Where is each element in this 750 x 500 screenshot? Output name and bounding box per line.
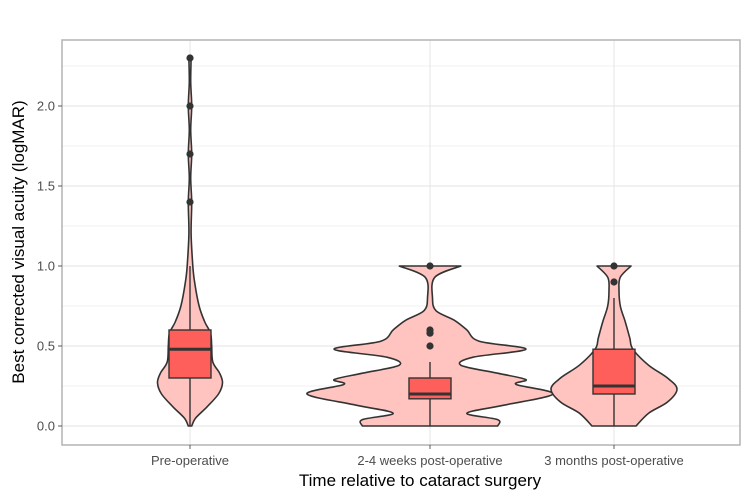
outlier-point — [426, 342, 434, 350]
box-iqr — [168, 329, 212, 379]
x-tick-label: 3 months post-operative — [544, 453, 683, 468]
y-tick-label: 0.0 — [37, 419, 55, 434]
y-tick-label: 2.0 — [37, 99, 55, 114]
y-axis-ticks: 0.0 0.5 1.0 1.5 2.0 — [37, 99, 62, 434]
violin-group-1 — [306, 262, 554, 427]
y-axis-title: Best corrected visual acuity (logMAR) — [9, 100, 28, 383]
x-tick-label: Pre-operative — [151, 453, 229, 468]
y-tick-label: 0.5 — [37, 339, 55, 354]
outlier-point — [426, 326, 434, 334]
outlier-point — [610, 278, 618, 286]
violin-layer — [156, 54, 678, 427]
outlier-point — [186, 198, 194, 206]
outlier-point — [186, 102, 194, 110]
outlier-point — [426, 262, 434, 270]
outlier-point — [610, 262, 618, 270]
violin-group-2 — [550, 262, 678, 427]
y-tick-label: 1.0 — [37, 259, 55, 274]
y-tick-label: 1.5 — [37, 179, 55, 194]
panel-border — [61, 39, 741, 446]
box-iqr — [408, 377, 452, 400]
outlier-point — [186, 150, 194, 158]
x-tick-label: 2-4 weeks post-operative — [357, 453, 502, 468]
x-axis-title: Time relative to cataract surgery — [299, 471, 542, 490]
outlier-point — [186, 54, 194, 62]
violin-group-0 — [156, 54, 224, 427]
x-axis-ticks: Pre-operative 2-4 weeks post-operative 3 m… — [151, 445, 684, 468]
